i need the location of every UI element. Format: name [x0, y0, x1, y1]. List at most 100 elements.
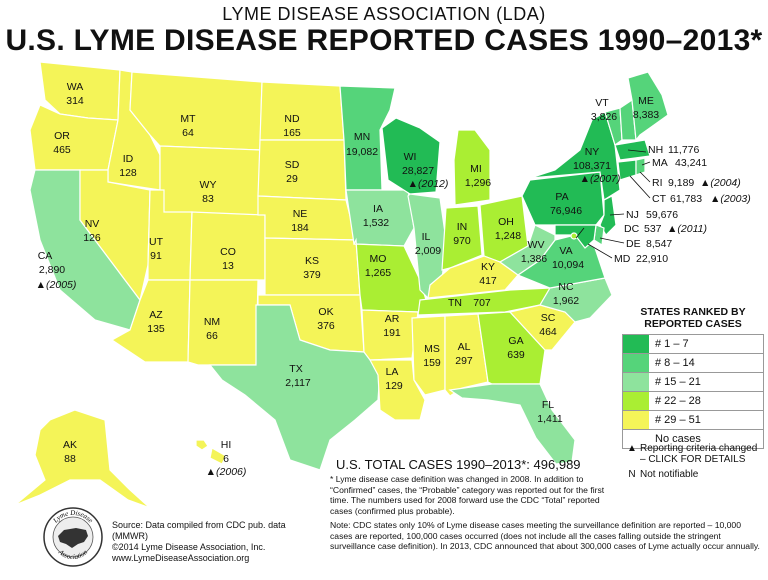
label-CT-note: ▲(2003): [710, 193, 751, 205]
label-LA-value: 129: [385, 380, 403, 392]
legend-swatch: [623, 392, 649, 410]
leader-lines: [575, 149, 651, 259]
label-OK-value: 376: [317, 320, 335, 332]
state-TX: [208, 304, 381, 471]
label-DC-note: ▲(2011): [667, 223, 707, 235]
map-title: U.S. LYME DISEASE REPORTED CASES 1990–20…: [5, 24, 763, 57]
state-AK: [14, 409, 151, 509]
label-MI-abbr: MI: [470, 163, 482, 175]
label-AL-value: 297: [455, 355, 473, 367]
label-CA-note: ▲(2005): [36, 279, 77, 291]
label-TN-abbr: TN: [448, 297, 462, 309]
label-CO-value: 13: [222, 260, 234, 272]
label-FL-value: 1,411: [537, 413, 563, 425]
label-MO-abbr: MO: [370, 253, 387, 265]
label-LA-abbr: LA: [386, 366, 399, 378]
source-line: Source: Data compiled from CDC pub. data…: [112, 520, 286, 541]
label-IA-abbr: IA: [373, 203, 383, 215]
label-NY-abbr: NY: [585, 146, 600, 158]
label-WA-value: 314: [66, 95, 84, 107]
legend-title: STATES RANKED BY REPORTED CASES: [640, 306, 746, 330]
label-SD-value: 29: [286, 173, 298, 185]
label-DC-abbr: DC: [624, 223, 640, 235]
state-MS: [411, 315, 446, 396]
label-DE-value: 8,547: [646, 238, 672, 250]
label-ND-value: 165: [283, 127, 301, 139]
criteria-change-text[interactable]: Reporting criteria changed – CLICK FOR D…: [640, 443, 758, 465]
label-CA-value: 2,890: [39, 264, 65, 276]
legend-item: # 29 – 51: [622, 410, 764, 429]
label-AK-abbr: AK: [63, 439, 77, 451]
label-OR-value: 465: [53, 144, 71, 156]
label-HI-note: ▲(2006): [206, 466, 247, 478]
label-CA-abbr: CA: [38, 250, 53, 262]
state-IN: [441, 205, 483, 271]
label-FL-abbr: FL: [542, 399, 554, 411]
label-CT-value: 61,783: [670, 193, 702, 205]
state-FL: [448, 383, 576, 465]
label-NJ-value: 59,676: [646, 209, 678, 221]
state-MI: [453, 129, 491, 206]
label-WI-value: 28,827: [402, 165, 434, 177]
state-labels: WA 314 OR 465 CA 2,890 ▲(2005) ID 128 NV…: [36, 81, 751, 478]
label-VT-value: 3,826: [591, 111, 617, 123]
state-AR: [361, 309, 419, 361]
label-CO-abbr: CO: [220, 246, 236, 258]
total-cases: U.S. TOTAL CASES 1990–2013*: 496,989: [336, 457, 581, 472]
label-KY-abbr: KY: [481, 261, 495, 273]
label-NH-abbr: NH: [648, 144, 663, 156]
label-OK-abbr: OK: [318, 306, 333, 318]
label-VA-value: 10,094: [552, 259, 584, 271]
state-ME: [627, 71, 669, 142]
label-TN-value: 707: [473, 297, 491, 309]
total-value: 496,989: [533, 457, 581, 472]
state-WV: [498, 224, 556, 276]
label-WY-abbr: WY: [200, 179, 217, 191]
label-WV-abbr: WV: [528, 239, 545, 251]
legend-item: # 15 – 21: [622, 372, 764, 391]
label-IA-value: 1,532: [363, 217, 389, 229]
label-ME-value: 8,383: [633, 109, 659, 121]
label-KS-abbr: KS: [305, 255, 319, 267]
total-label: U.S. TOTAL CASES 1990–2013*:: [336, 457, 530, 472]
label-MN-value: 19,082: [346, 146, 378, 158]
state-WI: [381, 117, 441, 195]
legend-swatch: [623, 430, 649, 448]
state-DC: [570, 232, 578, 240]
label-OH-abbr: OH: [498, 216, 514, 228]
label-OR-abbr: OR: [54, 130, 70, 142]
label-UT-value: 91: [150, 250, 162, 262]
label-WA-abbr: WA: [67, 81, 84, 93]
state-IA: [345, 189, 415, 247]
not-notifiable-text: Not notifiable: [640, 469, 699, 480]
label-GA-abbr: GA: [508, 335, 523, 347]
label-ME-abbr: ME: [638, 95, 654, 107]
label-AL-abbr: AL: [458, 341, 471, 353]
state-HI-island2: [209, 447, 227, 465]
label-NJ-abbr: NJ: [626, 209, 639, 221]
website-link[interactable]: www.LymeDiseaseAssociation.org: [112, 553, 250, 563]
label-NV-value: 126: [83, 232, 101, 244]
label-TX-value: 2,117: [285, 377, 311, 389]
state-SD: [257, 139, 347, 201]
label-IN-abbr: IN: [457, 221, 468, 233]
state-ND: [259, 81, 345, 141]
label-WV-value: 1,386: [521, 253, 547, 265]
state-LA: [369, 359, 426, 421]
label-MI-value: 1,296: [465, 177, 491, 189]
legend: STATES RANKED BY REPORTED CASES # 1 – 7 …: [622, 306, 764, 449]
label-MD-value: 22,910: [636, 253, 668, 265]
label-NE-value: 184: [291, 222, 309, 234]
label-DC-value: 537: [644, 223, 662, 235]
label-RI-note: ▲(2004): [700, 177, 741, 189]
label-SC-value: 464: [539, 326, 557, 338]
label-MN-abbr: MN: [354, 131, 370, 143]
cdc-note: Note: CDC states only 10% of Lyme diseas…: [330, 520, 760, 551]
label-GA-value: 639: [507, 349, 525, 361]
copyright-line: ©2014 Lyme Disease Association, Inc.: [112, 542, 266, 552]
label-CT-abbr: CT: [652, 193, 667, 205]
state-NJ: [599, 195, 617, 236]
state-HI: [195, 439, 209, 451]
criteria-change-key[interactable]: ▲ Reporting criteria changed – CLICK FOR…: [624, 443, 764, 465]
